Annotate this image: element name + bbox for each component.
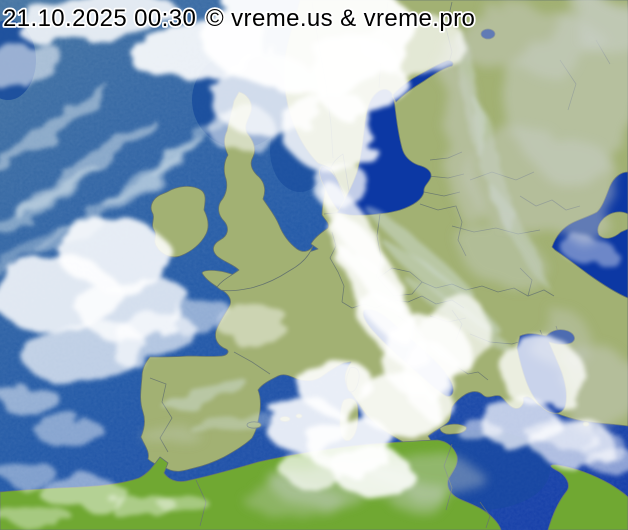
cloud-streak xyxy=(150,109,234,175)
cloud-veil xyxy=(440,5,600,75)
cloud-streak xyxy=(0,86,112,174)
cloud xyxy=(498,337,582,407)
country-border xyxy=(479,501,491,529)
cloud xyxy=(107,494,177,518)
country-border xyxy=(233,351,271,375)
cloud xyxy=(525,414,595,446)
cloud xyxy=(565,238,615,266)
cloud xyxy=(37,478,127,506)
timestamp-label: 21.10.2025 00:30 xyxy=(3,5,196,32)
cloud-veil xyxy=(440,55,484,225)
cloud-veil xyxy=(456,224,544,286)
cloud-streak xyxy=(161,380,249,410)
cloud xyxy=(0,385,60,415)
cloud-streak xyxy=(192,412,272,436)
cloud xyxy=(0,42,62,88)
cloud xyxy=(108,315,196,365)
cloud xyxy=(160,495,210,515)
cloud xyxy=(213,106,277,158)
cloud xyxy=(0,506,72,526)
cloud-streak xyxy=(0,226,69,278)
cloud xyxy=(0,460,55,484)
cloud xyxy=(575,432,625,456)
cloud-streak xyxy=(0,167,100,243)
cloud-veil xyxy=(470,130,620,240)
land-libya xyxy=(547,464,628,530)
cloud xyxy=(15,0,175,43)
cloud-streak xyxy=(366,206,474,298)
country-border xyxy=(329,231,345,303)
cloud xyxy=(282,452,338,488)
cloud xyxy=(404,345,460,415)
cloud-veil xyxy=(570,0,628,55)
cloud xyxy=(172,299,232,335)
country-border xyxy=(149,377,173,453)
land-ireland xyxy=(150,186,209,258)
cloud xyxy=(332,450,412,494)
cloud xyxy=(458,420,502,444)
cloud xyxy=(218,303,286,341)
cloud-veil xyxy=(135,420,195,440)
cloud xyxy=(35,418,105,446)
copyright-label: © vreme.us & vreme.pro xyxy=(206,5,475,32)
cloud-veil xyxy=(245,489,345,515)
cloud xyxy=(360,10,464,74)
